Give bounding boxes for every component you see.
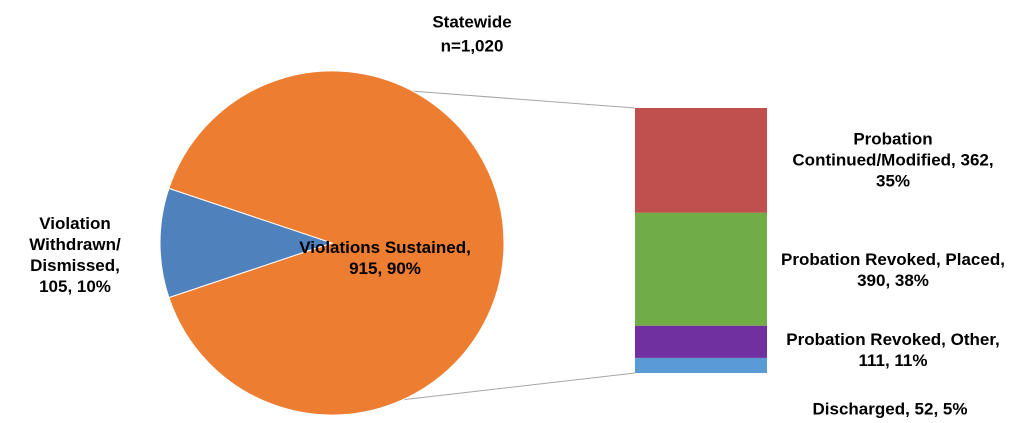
pie-data-label: Violations Sustained, 915, 90% bbox=[299, 238, 471, 278]
bar-data-label: Discharged, 52, 5% bbox=[812, 399, 968, 419]
connector-line bbox=[412, 90, 636, 109]
bar-data-label: Probation Continued/Modified, 362, 35% bbox=[792, 129, 994, 191]
chart-title: Statewide bbox=[432, 12, 512, 32]
bar-segment bbox=[635, 108, 767, 213]
pie-slice bbox=[159, 187, 334, 299]
pie-slice bbox=[168, 70, 505, 416]
connector-line bbox=[402, 372, 636, 401]
bar-data-label: Probation Revoked, Placed, 390, 38% bbox=[781, 250, 1005, 290]
chart-subtitle: n=1,020 bbox=[440, 36, 504, 56]
bar-segment bbox=[635, 325, 767, 358]
bar-segment bbox=[635, 212, 767, 326]
bar-segment bbox=[635, 357, 767, 373]
bar-data-label: Probation Revoked, Other, 111, 11% bbox=[786, 330, 1000, 370]
pie-data-label: Violation Withdrawn/ Dismissed, 105, 10% bbox=[29, 214, 121, 296]
